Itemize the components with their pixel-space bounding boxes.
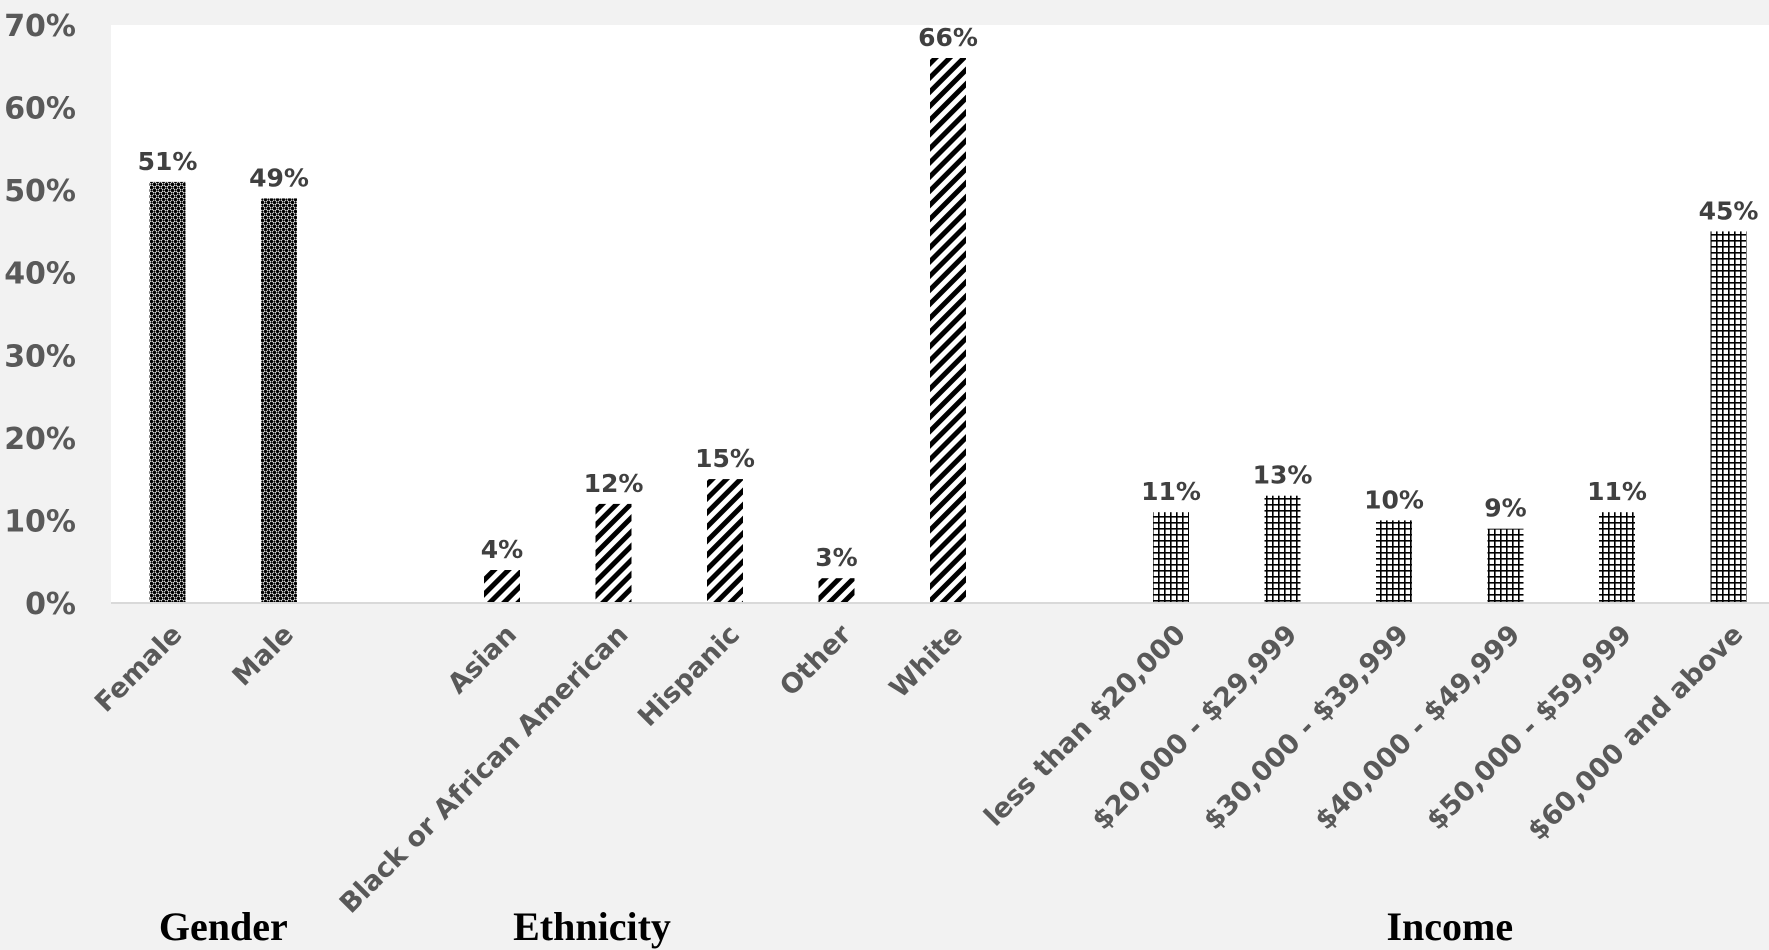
bar-20-000-29-999 [1264, 495, 1301, 603]
data-label: 10% [1364, 485, 1424, 514]
x-tick-label: less than $20,000 [978, 619, 1192, 833]
y-tick-label: 40% [4, 257, 76, 292]
bar-40-000-49-999 [1487, 528, 1524, 603]
group-label-income: Income [1386, 904, 1513, 949]
x-tick-label: $60,000 and above [1522, 619, 1749, 846]
bar-50-000-59-999 [1599, 512, 1635, 603]
bar-hispanic [707, 479, 743, 603]
group-label-ethnicity: Ethnicity [513, 904, 671, 949]
bar-30-000-39-999 [1376, 520, 1412, 603]
x-tick-label: Hispanic [632, 619, 746, 733]
bar-male [261, 198, 297, 603]
x-tick-label: Female [89, 619, 188, 718]
y-tick-label: 20% [4, 422, 76, 457]
data-label: 66% [918, 23, 978, 52]
y-tick-label: 30% [4, 339, 76, 374]
bar-female [149, 181, 186, 603]
data-label: 11% [1587, 477, 1647, 506]
data-label: 3% [815, 543, 857, 572]
data-label: 12% [584, 469, 644, 498]
bar-white [930, 58, 966, 603]
x-tick-label: $40,000 - $49,999 [1309, 619, 1526, 836]
y-tick-label: 10% [4, 504, 76, 539]
bar-asian [484, 570, 520, 603]
bars-layer [149, 58, 1747, 603]
data-label: 15% [695, 444, 755, 473]
data-label: 51% [138, 147, 198, 176]
x-tick-label: White [884, 619, 969, 704]
data-label: 4% [481, 535, 523, 564]
bar-other [818, 578, 855, 603]
bar-less-than-20-000 [1153, 512, 1189, 603]
y-tick-label: 50% [4, 174, 76, 209]
x-tick-label: Male [227, 619, 300, 692]
data-label: 13% [1253, 461, 1313, 490]
y-tick-label: 60% [4, 92, 76, 127]
data-label: 9% [1484, 494, 1526, 523]
group-label-gender: Gender [159, 904, 288, 949]
x-tick-label: $30,000 - $39,999 [1198, 619, 1415, 836]
data-label: 49% [249, 163, 309, 192]
x-tick-label: $20,000 - $29,999 [1086, 619, 1303, 836]
x-tick-label: Other [774, 619, 858, 703]
bar-60-000-and-above [1710, 231, 1747, 603]
x-tick-label: $50,000 - $59,999 [1421, 619, 1638, 836]
x-tick-label: Asian [442, 619, 523, 700]
bar-black-or-african-american [595, 503, 632, 603]
data-label: 11% [1141, 477, 1201, 506]
y-tick-label: 70% [4, 9, 76, 44]
y-tick-label: 0% [25, 587, 76, 622]
data-label: 45% [1699, 196, 1759, 225]
